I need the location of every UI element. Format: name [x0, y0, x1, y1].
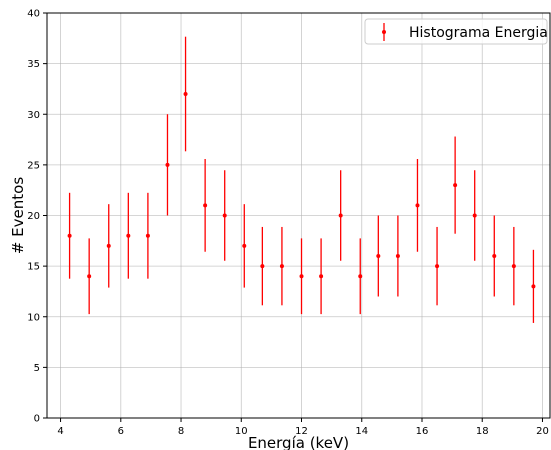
- data-point: [492, 254, 497, 258]
- y-tick-label: 40: [27, 9, 40, 20]
- data-point: [415, 203, 420, 208]
- y-tick-label: 35: [27, 59, 40, 70]
- legend-box: [364, 18, 548, 45]
- y-tick-label: 0: [34, 414, 40, 425]
- data-point: [222, 213, 227, 218]
- legend-point: [382, 30, 386, 34]
- data-point: [279, 264, 284, 269]
- data-point: [67, 233, 72, 238]
- data-point: [260, 264, 265, 269]
- x-tick-label: 4: [57, 426, 63, 437]
- data-point: [126, 233, 131, 238]
- y-tick-label: 25: [27, 160, 40, 171]
- data-point: [531, 284, 536, 289]
- x-axis-label: Energía (keV): [248, 434, 349, 450]
- series-layer: [67, 36, 536, 323]
- x-tick-label: 10: [235, 426, 248, 437]
- data-point: [472, 213, 477, 218]
- x-tick-label: 14: [355, 426, 368, 437]
- x-tick-label: 18: [476, 426, 489, 437]
- data-point: [106, 243, 111, 248]
- data-point: [511, 264, 516, 269]
- x-tick-label: 12: [295, 426, 308, 437]
- data-point: [242, 243, 247, 248]
- y-tick-label: 5: [34, 363, 40, 374]
- y-tick-label: 15: [27, 262, 40, 273]
- y-tick-label: 20: [27, 211, 40, 222]
- data-point: [376, 254, 381, 258]
- x-tick-label: 8: [178, 426, 184, 437]
- data-point: [203, 203, 208, 208]
- data-point: [435, 264, 440, 269]
- data-point: [145, 233, 150, 238]
- data-point: [299, 274, 304, 279]
- y-axis-label: # Eventos: [9, 177, 27, 254]
- data-point: [319, 274, 324, 279]
- legend-marker: [382, 23, 386, 41]
- x-tick-label: 6: [118, 426, 124, 437]
- x-tick-label: 20: [536, 426, 549, 437]
- data-point: [453, 183, 458, 188]
- data-point: [87, 274, 92, 279]
- data-point: [183, 92, 188, 96]
- data-point: [358, 274, 363, 279]
- legend: Histograma Energia: [364, 18, 548, 45]
- data-point: [338, 213, 343, 218]
- ticks: 4 6 8 10 12 14 16 18 20 0 5 10 15 20 25 30 35 40: [27, 9, 549, 438]
- data-point: [395, 254, 400, 258]
- y-tick-label: 10: [27, 312, 40, 323]
- x-tick-label: 16: [416, 426, 429, 437]
- data-point: [165, 162, 170, 167]
- legend-label: Histograma Energia: [409, 25, 548, 41]
- y-tick-label: 30: [27, 110, 40, 121]
